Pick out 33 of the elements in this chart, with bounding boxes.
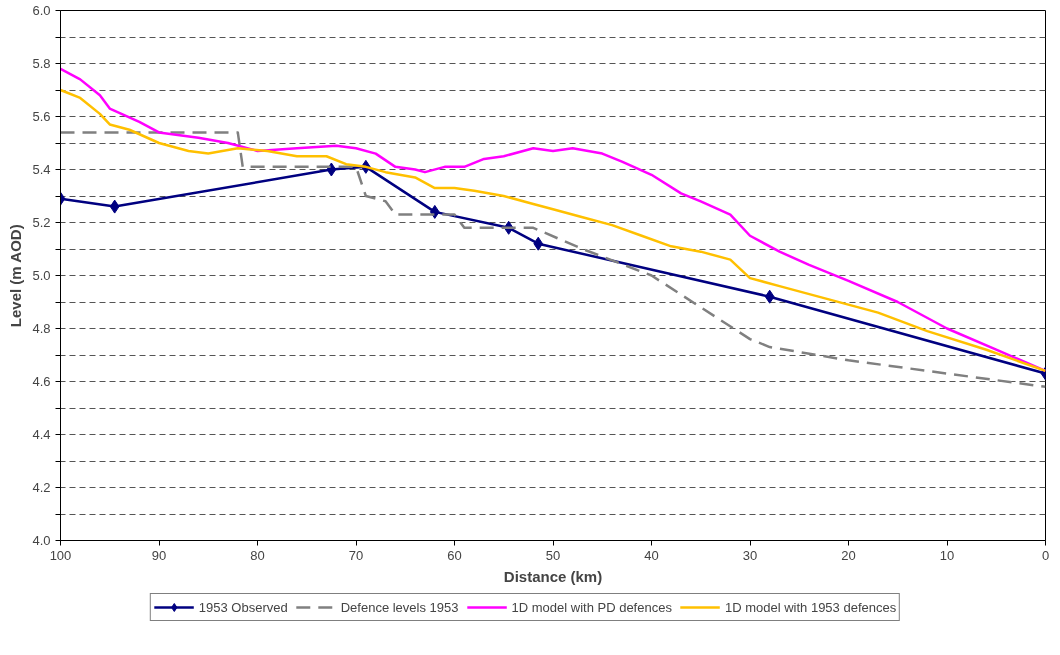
x-axis-title: Distance (km) (503, 567, 603, 585)
legend-label: 1953 Observed (198, 599, 288, 615)
y-tick-label: 5.2 (32, 215, 51, 230)
x-tick-label: 70 (348, 547, 364, 563)
x-tick-label: 90 (151, 547, 167, 563)
point (533, 236, 544, 251)
point (109, 199, 120, 214)
y-tick-label: 4.4 (32, 427, 51, 442)
legend-label: 1D model with PD defences (511, 599, 672, 615)
point (326, 162, 337, 177)
y-axis-title: Level (m AOD) (7, 224, 25, 328)
x-tick-label: 100 (49, 547, 72, 563)
x-tick-label: 50 (545, 547, 561, 563)
legend-label: Defence levels 1953 (340, 599, 459, 615)
legend-label: 1D model with 1953 defences (724, 599, 897, 615)
y-tick-label: 4.6 (32, 374, 51, 389)
x-tick-label: 20 (841, 547, 856, 563)
x-tick-label: 40 (644, 547, 659, 563)
y-tick-label: 5.0 (32, 268, 51, 283)
y-tick-label: 5.6 (32, 109, 51, 124)
x-tick-label: 30 (742, 547, 758, 563)
x-tick-label: 60 (447, 547, 462, 563)
y-tick-label: 6.0 (32, 3, 51, 18)
x-tick-label: 10 (939, 547, 955, 563)
y-tick-label: 5.8 (32, 56, 51, 71)
y-tick-label: 4.0 (32, 533, 51, 548)
y-tick-label: 4.8 (32, 321, 51, 336)
x-tick-label: 80 (250, 547, 265, 563)
point (429, 204, 440, 219)
x-tick-label: 0 (1041, 547, 1050, 563)
point (764, 289, 775, 304)
y-tick-label: 5.4 (32, 162, 51, 177)
y-tick-label: 4.2 (32, 480, 51, 495)
